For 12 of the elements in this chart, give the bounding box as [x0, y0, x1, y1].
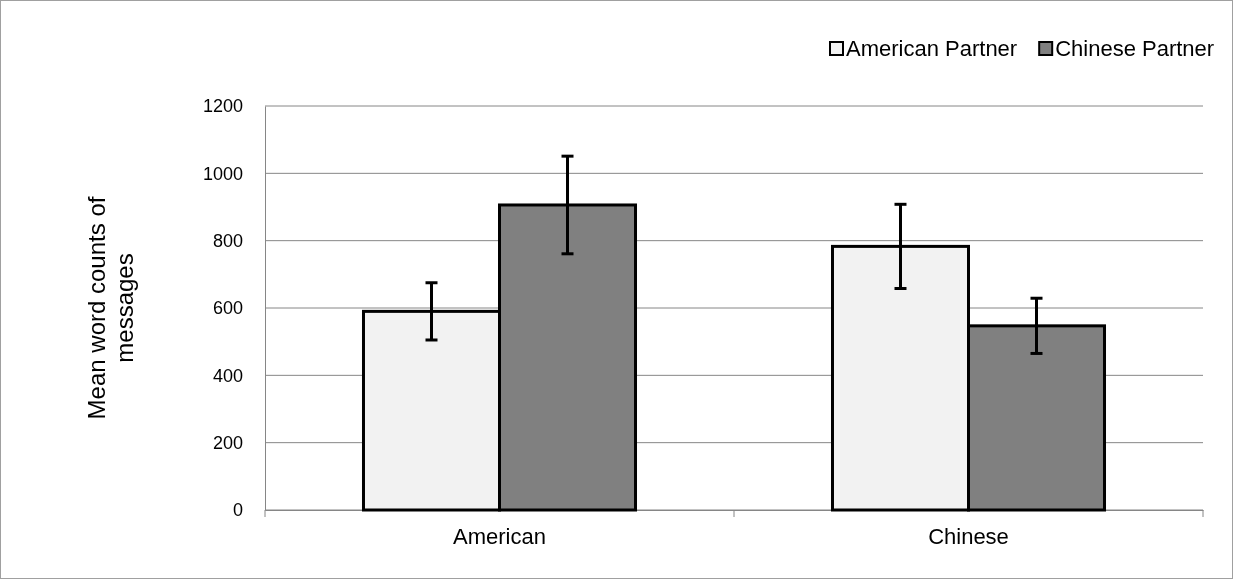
y-tick-label: 400 [212, 365, 243, 386]
y-axis-title: Mean word counts of messages [83, 196, 138, 420]
x-tick-label: Chinese [928, 523, 1009, 549]
y-tick-label: 1200 [202, 96, 243, 117]
y-tick-label: 600 [212, 298, 243, 319]
legend-label: American Partner [846, 36, 1018, 61]
y-tick-label: 1000 [202, 163, 243, 184]
x-tick-label: American [453, 523, 546, 549]
legend-label: Chinese Partner [1055, 36, 1215, 61]
y-tick-label: 0 [232, 500, 243, 521]
y-tick-label: 200 [212, 432, 243, 453]
y-tick-label: 800 [212, 230, 243, 251]
